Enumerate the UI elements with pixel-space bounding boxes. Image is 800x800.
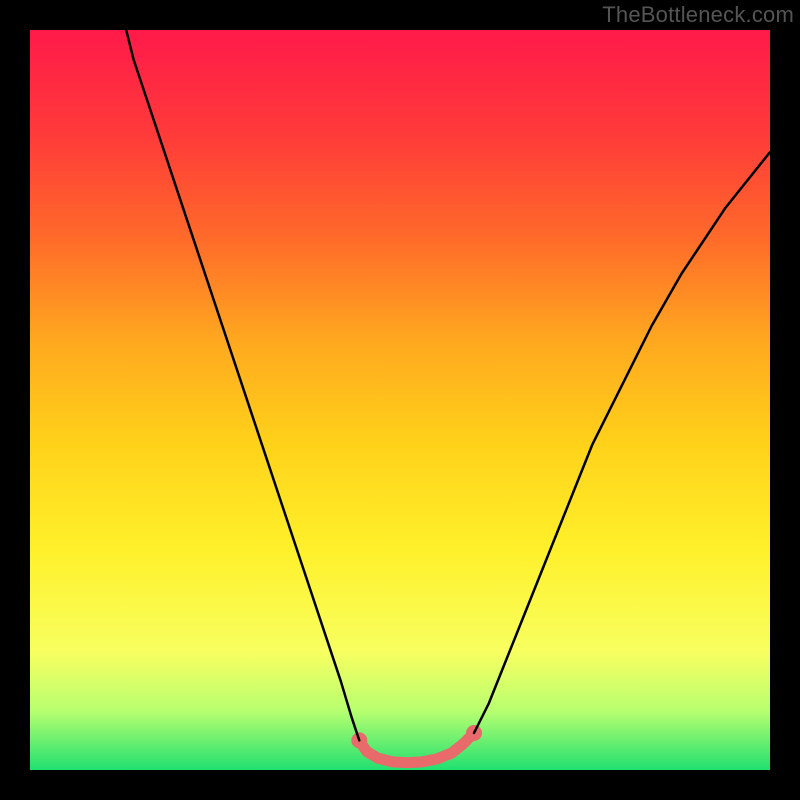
right-curve [474,152,770,733]
chart-frame: TheBottleneck.com [0,0,800,800]
curves-layer [0,0,800,800]
accent-curve [359,733,474,763]
watermark-text: TheBottleneck.com [602,2,794,28]
left-curve [126,30,359,740]
